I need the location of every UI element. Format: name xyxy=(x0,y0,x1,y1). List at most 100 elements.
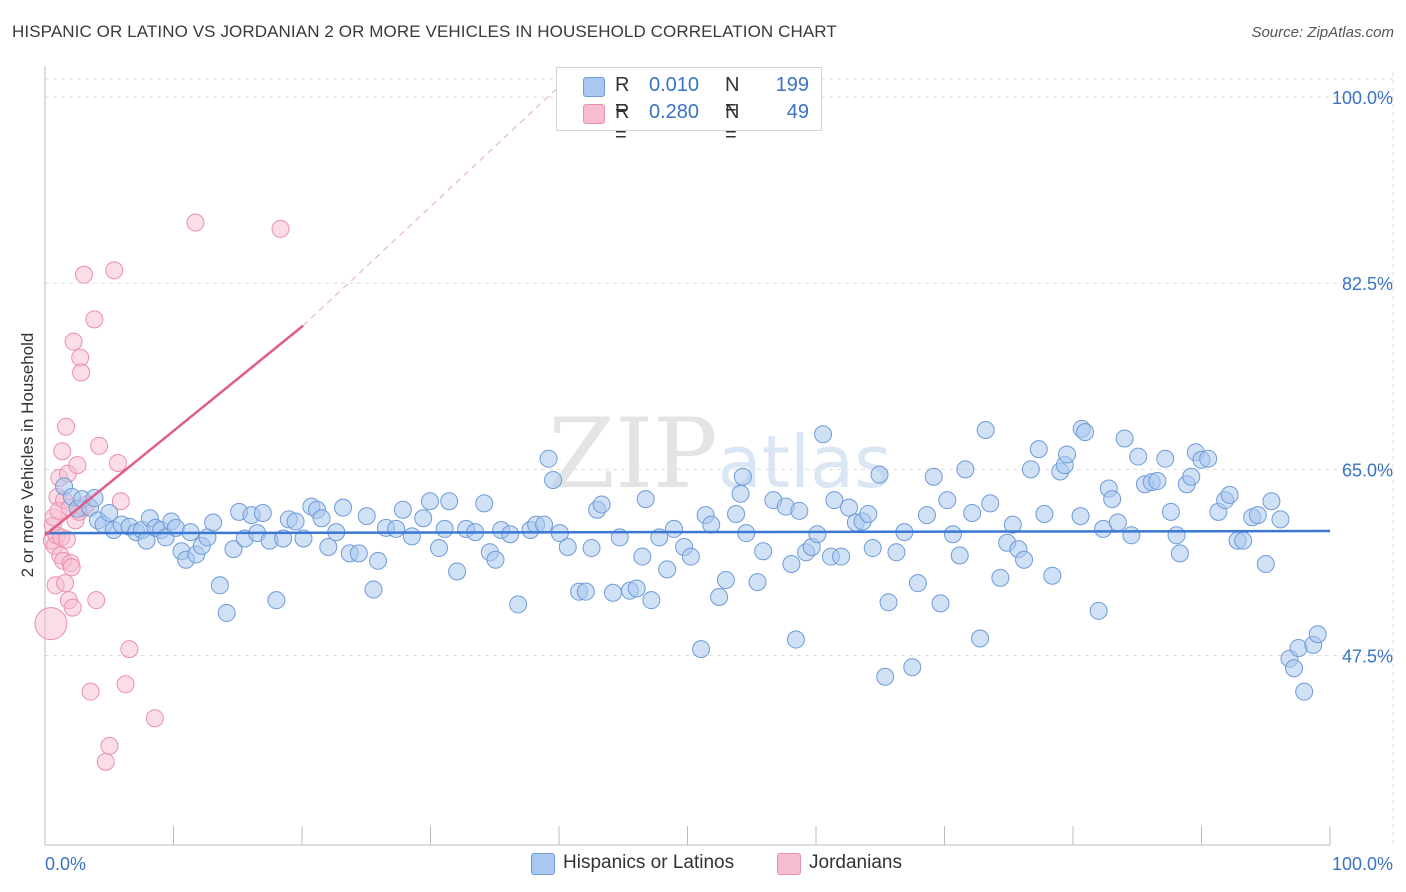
hispanics-point xyxy=(981,494,1000,513)
n-label: N = xyxy=(725,101,740,146)
hispanics-point xyxy=(1161,502,1180,521)
jordanians-point xyxy=(72,363,91,382)
jordanians-point xyxy=(81,682,100,701)
hispanics-point xyxy=(976,420,995,439)
hispanics-point xyxy=(486,550,505,569)
hispanics-point xyxy=(286,512,305,531)
hispanics-point xyxy=(748,573,767,592)
hispanics-point xyxy=(664,519,683,538)
jordanians-point xyxy=(53,442,72,461)
hispanics-point xyxy=(943,525,962,544)
jordanians-point xyxy=(85,310,104,329)
hispanics-point xyxy=(754,542,773,561)
hispanics-point xyxy=(1148,472,1167,491)
hispanics-point xyxy=(535,515,554,534)
jordanians-point xyxy=(96,752,115,771)
hispanics-point xyxy=(956,460,975,479)
hispanics-point xyxy=(1129,447,1148,466)
hispanics-point xyxy=(217,603,236,622)
hispanics-point xyxy=(1248,506,1267,525)
hispanics-point xyxy=(681,547,700,566)
r-value: 0.010 xyxy=(649,74,700,96)
hispanics-point xyxy=(702,515,721,534)
hispanics-point xyxy=(349,544,368,563)
hispanics-point xyxy=(475,494,494,513)
hispanics-point xyxy=(544,470,563,489)
jordanians-point xyxy=(87,591,106,610)
jordanians-point xyxy=(90,436,109,455)
blue-swatch xyxy=(583,77,605,97)
hispanics-point xyxy=(440,492,459,511)
hispanics-point xyxy=(782,555,801,574)
hispanics-point xyxy=(1035,505,1054,524)
hispanics-point xyxy=(950,546,969,565)
jordanians-point xyxy=(34,607,68,641)
hispanics-point xyxy=(576,582,595,601)
hispanics-point xyxy=(1271,510,1290,529)
jordanians-point xyxy=(64,332,83,351)
y-tick-label: 47.5% xyxy=(1342,647,1393,667)
hispanics-point xyxy=(393,500,412,519)
hispanics-point xyxy=(430,539,449,558)
jordanians-point xyxy=(111,492,130,511)
jordanians-point xyxy=(57,530,76,549)
hispanics-point xyxy=(1089,601,1108,620)
hispanics-point xyxy=(859,505,878,524)
hispanics-point xyxy=(1003,515,1022,534)
hispanics-point xyxy=(387,519,406,538)
source-credit: Source: ZipAtlas.com xyxy=(1251,24,1394,41)
hispanics-point xyxy=(642,591,661,610)
hispanics-point xyxy=(814,425,833,444)
hispanics-point xyxy=(879,593,898,612)
axes xyxy=(44,66,1331,846)
hispanics-point xyxy=(1156,449,1175,468)
hispanics-point xyxy=(1076,423,1095,442)
hispanics-point xyxy=(1015,550,1034,569)
hispanics-point xyxy=(731,484,750,503)
jordanians-point xyxy=(100,736,119,755)
hispanics-point xyxy=(808,525,827,544)
hispanics-point xyxy=(357,507,376,526)
hispanics-point xyxy=(716,570,735,589)
hispanics-point xyxy=(790,501,809,520)
hispanics-point xyxy=(1108,513,1127,532)
hispanics-point xyxy=(1285,659,1304,678)
hispanics-trend-line xyxy=(44,529,1331,535)
hispanics-point xyxy=(319,537,338,556)
jordanians-point xyxy=(271,219,290,238)
hispanics-point xyxy=(733,467,752,486)
jordanians-point xyxy=(56,574,75,593)
hispanics-point xyxy=(627,579,646,598)
jordanians-point xyxy=(57,417,76,436)
hispanics-point xyxy=(1182,467,1201,486)
hispanics-point xyxy=(1308,625,1327,644)
hispanics-point xyxy=(501,525,520,544)
hispanics-point xyxy=(971,629,990,648)
n-value: 199 xyxy=(775,74,809,96)
hispanics-point xyxy=(636,490,655,509)
pink-swatch xyxy=(583,104,605,124)
hispanics-point xyxy=(1199,449,1218,468)
pink-swatch xyxy=(777,853,801,875)
correlation-legend: R = 0.010 N = 199 R = 0.280 N = 49 xyxy=(556,67,822,146)
hispanics-point xyxy=(924,467,943,486)
hispanics-point xyxy=(582,539,601,558)
hispanics-point xyxy=(710,587,729,606)
r-value: 0.280 xyxy=(649,101,700,123)
hispanics-point xyxy=(414,509,433,528)
jordanians-point xyxy=(74,265,93,284)
r-label: R = xyxy=(615,101,630,146)
hispanics-point xyxy=(963,503,982,522)
jordanians-point xyxy=(108,453,127,472)
hispanics-point xyxy=(825,491,844,510)
hispanics-point xyxy=(991,568,1010,587)
hispanics-point xyxy=(1043,566,1062,585)
jordanians-point xyxy=(186,213,205,232)
hispanics-point xyxy=(727,505,746,524)
hispanics-point xyxy=(364,580,383,599)
jordanians-trend-line xyxy=(44,324,304,537)
hispanics-point xyxy=(539,449,558,468)
x-tick-label: 0.0% xyxy=(45,854,86,874)
hispanics-point xyxy=(312,509,331,528)
hispanics-point xyxy=(1262,492,1281,511)
